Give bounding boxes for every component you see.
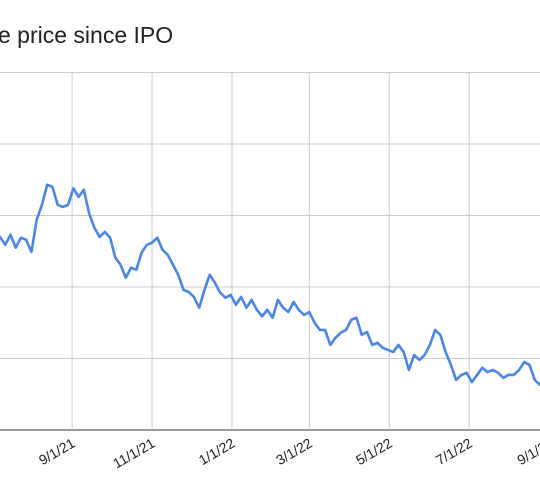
x-tick-label: 3/1/22 — [273, 435, 315, 468]
x-tick-label: 9/1/21 — [36, 435, 78, 468]
chart-title: e price since IPO — [0, 22, 173, 48]
x-axis: 9/1/21 11/1/21 1/1/22 3/1/22 5/1/22 7/1/22 9/1… — [36, 435, 540, 472]
x-tick-label: 11/1/21 — [110, 435, 158, 472]
price-line — [0, 183, 540, 387]
x-tick-label: 5/1/22 — [353, 435, 395, 468]
plot-area — [0, 183, 540, 387]
x-tick-label: 1/1/22 — [196, 435, 238, 468]
x-tick-label: 9/1/22 — [514, 435, 540, 468]
x-tick-label: 7/1/22 — [433, 435, 475, 468]
